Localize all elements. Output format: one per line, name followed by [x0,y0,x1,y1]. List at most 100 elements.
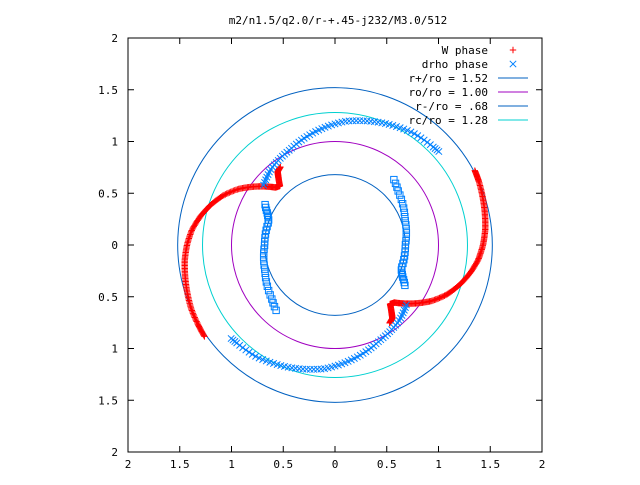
x-tick-label: 1.5 [480,458,500,471]
drho-phase-point [259,356,267,364]
drho-phase-inner-point [396,191,404,199]
drho-phase-point [252,352,260,360]
drho-phase-inner-point [261,234,269,242]
drho-phase-inner-point [270,302,279,311]
drho-phase-point [414,132,422,140]
y-tick-label: 0 [111,239,118,252]
y-tick-label: 2 [111,446,118,459]
w-phase-point [188,305,195,313]
legend-label: drho phase [422,58,488,71]
y-tick-label: 0.5 [98,291,118,304]
y-tick-label: 1.5 [98,84,118,97]
w-phase-point [189,310,197,317]
drho-phase-point [356,117,364,125]
legend-marker [509,46,517,54]
w-phase-point [188,227,195,234]
w-phase-point [228,188,236,195]
w-phase-point [191,314,198,321]
drho-phase-inner-point [264,286,273,295]
y-tick-label: 1.5 [98,394,118,407]
y-tick-label: 1 [111,136,118,149]
drho-phase-point [227,334,235,343]
drho-phase-inner-point [260,245,268,253]
drho-phase-point [403,126,411,134]
drho-phase-inner-point [393,183,401,191]
legend-label: W phase [442,44,488,57]
drho-phase-inner-point [400,252,409,260]
w-phase-point [223,190,230,197]
drho-phase-inner-point [399,276,408,284]
circle-rcro [202,112,468,378]
drho-phase-inner-point [401,248,409,256]
drho-phase-inner-point [402,237,410,245]
drho-phase-inner-point [260,261,268,269]
circle-r-ro [264,174,406,316]
drho-phase-inner-point [261,265,269,273]
w-phase-point [192,316,200,324]
legend-label: r-/ro = .68 [415,100,488,113]
reference-circles [177,87,493,403]
y-tick-label: 1 [111,343,118,356]
drho-phase-inner-point [397,195,406,204]
drho-phase-inner-point [268,295,276,303]
drho-phase-inner-point [261,269,269,278]
y-tick-label: 2 [111,32,118,45]
drho-phase-point [248,350,256,358]
x-tick-label: 0.5 [273,458,293,471]
drho-phase-inner-point [263,222,271,231]
w-phase-point [226,189,233,196]
drho-phase-point [242,346,250,354]
axis-ticks: 2 1.5 1 0.5 0 0.5 1 1.5 221.510.500.511.52 [98,32,545,471]
drho-phase-point [245,348,253,356]
drho-phase-point [313,365,321,373]
drho-phase-inner-point [400,256,408,264]
w-phase-point [189,308,196,316]
x-tick-label: 1 [435,458,442,471]
w-phase-point [230,187,237,195]
drho-phase-point [310,365,318,373]
drho-phase-inner-point [262,206,271,214]
w-phase-point [224,189,232,197]
x-tick-label: 2 [125,458,132,471]
drho-phase-inner-point [391,179,400,188]
drho-phase-inner-point [263,282,272,290]
drho-phase-inner-point [262,278,271,286]
drho-phase-point [400,125,408,133]
drho-phase-inner-point [401,217,409,225]
drho-phase-point [352,117,360,125]
drho-phase-inner-point [401,244,409,253]
drho-phase-point [435,147,443,156]
w-phase-point [201,333,208,340]
w-phase-point [192,315,199,323]
drho-phase-inner-point [260,249,268,257]
drho-phase-inner-point [262,226,270,234]
drho-phase-point [417,134,425,142]
drho-phase-point [262,357,270,365]
legend-marker [509,60,517,68]
drho-phase-inner-point [266,291,274,299]
w-phase-point [188,307,196,314]
drho-phase-point [410,130,418,138]
drho-phase-inner-point [401,212,409,221]
w-phase-point [231,187,238,194]
drho-phase-inner-point [390,175,398,184]
drho-phase-inner-point [272,306,280,315]
chart-title: m2/n1.5/q2.0/r-+.45-j232/M3.0/512 [229,14,448,27]
drho-phase-inner-point [260,257,268,265]
circle-r+ro [177,87,493,403]
drho-phase-inner-point [399,204,408,212]
x-tick-label: 2 [539,458,546,471]
x-tick-label: 0.5 [377,458,397,471]
drho-phase-inner-point [269,299,277,307]
y-tick-label: 0.5 [98,187,118,200]
w-phase-point [190,312,198,320]
legend-label: r+/ro = 1.52 [409,72,488,85]
drho-phase-inner-point [260,241,269,250]
drho-phase-inner-point [401,240,410,249]
w-phase-point [227,188,234,196]
drho-phase-inner-point [261,237,269,246]
w-phase-point [190,311,197,318]
drho-phase-inner-point [402,221,410,229]
